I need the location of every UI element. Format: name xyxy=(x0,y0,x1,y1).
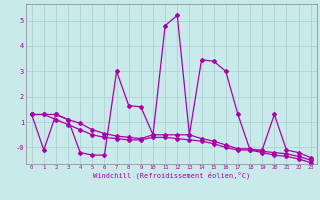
X-axis label: Windchill (Refroidissement éolien,°C): Windchill (Refroidissement éolien,°C) xyxy=(92,172,250,179)
